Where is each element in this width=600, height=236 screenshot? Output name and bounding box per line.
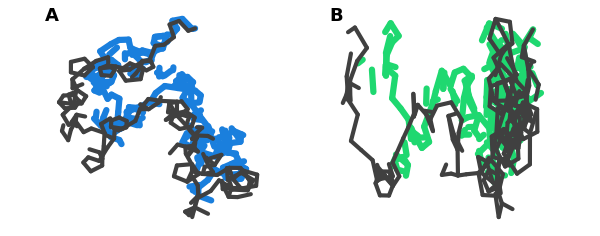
Text: A: A bbox=[45, 7, 59, 25]
Text: B: B bbox=[329, 7, 343, 25]
